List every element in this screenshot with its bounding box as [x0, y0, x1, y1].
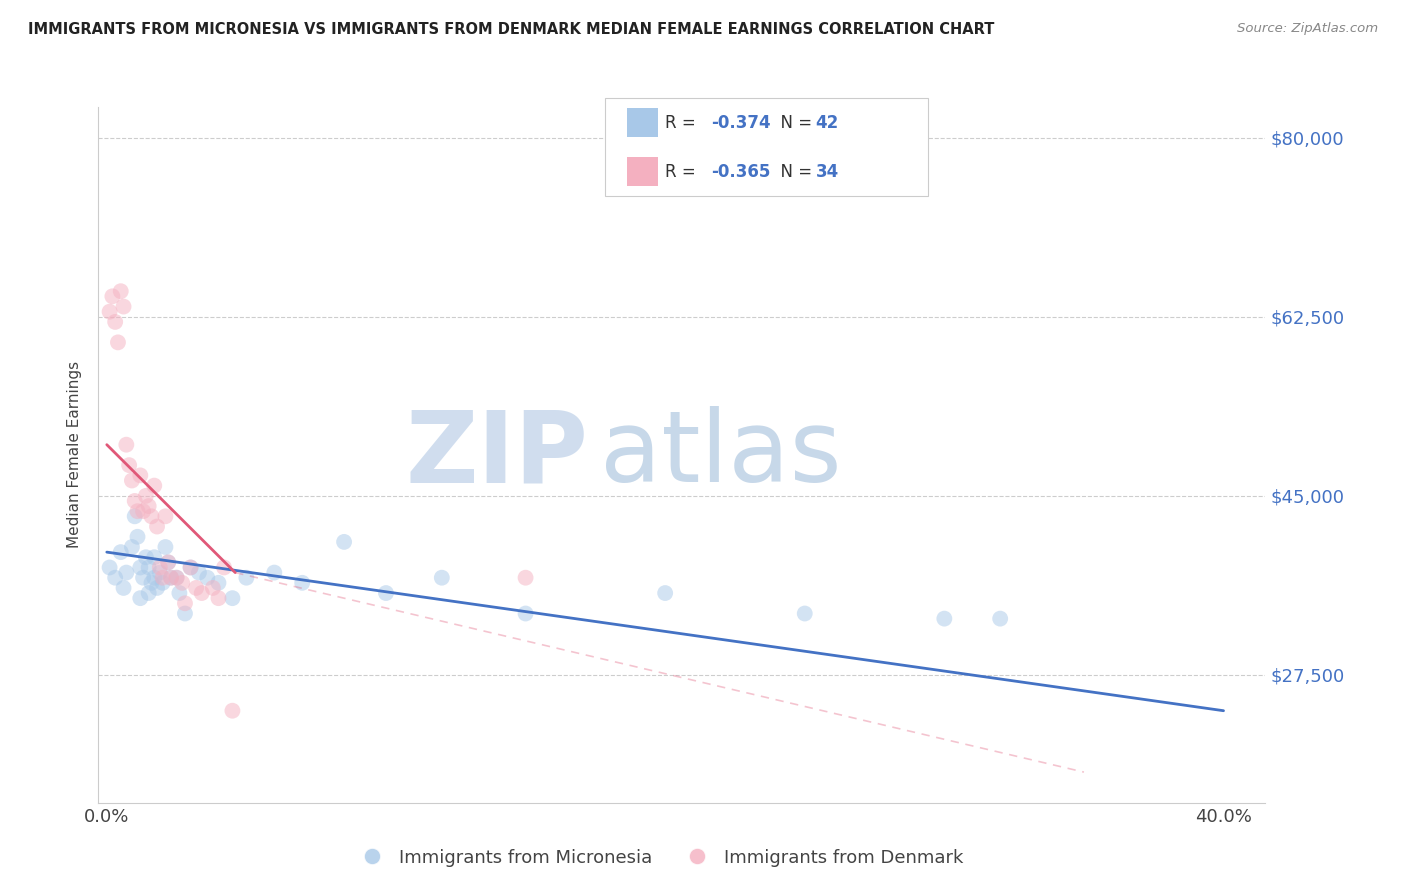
Point	[149, 560, 172, 574]
Text: R =: R =	[665, 162, 702, 181]
Point	[121, 474, 143, 488]
Text: N =: N =	[770, 113, 818, 132]
Text: -0.365: -0.365	[711, 162, 770, 181]
Point	[124, 494, 146, 508]
Point	[166, 571, 188, 585]
Point	[124, 509, 146, 524]
Point	[157, 555, 180, 569]
Text: ZIP: ZIP	[406, 407, 589, 503]
Point	[115, 566, 138, 580]
Text: -0.374: -0.374	[711, 113, 770, 132]
Point	[138, 499, 160, 513]
Point	[172, 575, 194, 590]
Point	[793, 607, 815, 621]
Point	[155, 540, 177, 554]
Point	[132, 571, 155, 585]
Point	[184, 581, 207, 595]
Point	[195, 571, 218, 585]
Text: IMMIGRANTS FROM MICRONESIA VS IMMIGRANTS FROM DENMARK MEDIAN FEMALE EARNINGS COR: IMMIGRANTS FROM MICRONESIA VS IMMIGRANTS…	[28, 22, 994, 37]
Point	[143, 550, 166, 565]
Point	[135, 489, 157, 503]
Point	[235, 571, 257, 585]
Point	[143, 478, 166, 492]
Point	[187, 566, 209, 580]
Point	[333, 534, 356, 549]
Text: Source: ZipAtlas.com: Source: ZipAtlas.com	[1237, 22, 1378, 36]
Point	[132, 504, 155, 518]
Point	[129, 591, 152, 606]
Point	[180, 560, 202, 574]
Point	[988, 612, 1011, 626]
Point	[515, 607, 537, 621]
Point	[129, 560, 152, 574]
Point	[515, 571, 537, 585]
Point	[263, 566, 285, 580]
Point	[155, 509, 177, 524]
Point	[143, 571, 166, 585]
Point	[207, 591, 229, 606]
Text: atlas: atlas	[600, 407, 842, 503]
Point	[430, 571, 453, 585]
Point	[160, 571, 183, 585]
Point	[98, 304, 121, 318]
Point	[654, 586, 676, 600]
Point	[110, 545, 132, 559]
Point	[152, 575, 174, 590]
Point	[207, 575, 229, 590]
Text: N =: N =	[770, 162, 818, 181]
Point	[291, 575, 314, 590]
Point	[180, 560, 202, 574]
Point	[112, 581, 135, 595]
Point	[104, 571, 127, 585]
Point	[138, 586, 160, 600]
Point	[118, 458, 141, 472]
Point	[146, 581, 169, 595]
Point	[104, 315, 127, 329]
Point	[174, 607, 197, 621]
Point	[115, 438, 138, 452]
Point	[174, 596, 197, 610]
Point	[129, 468, 152, 483]
Point	[166, 571, 188, 585]
Point	[160, 571, 183, 585]
Text: 42: 42	[815, 113, 839, 132]
Point	[121, 540, 143, 554]
Point	[107, 335, 129, 350]
Point	[212, 560, 235, 574]
Point	[149, 566, 172, 580]
Point	[98, 560, 121, 574]
Point	[152, 571, 174, 585]
Point	[141, 509, 163, 524]
Text: R =: R =	[665, 113, 702, 132]
Legend: Immigrants from Micronesia, Immigrants from Denmark: Immigrants from Micronesia, Immigrants f…	[346, 841, 970, 874]
Point	[221, 704, 243, 718]
Point	[201, 581, 224, 595]
Point	[101, 289, 124, 303]
Point	[146, 519, 169, 533]
Y-axis label: Median Female Earnings: Median Female Earnings	[67, 361, 83, 549]
Point	[190, 586, 212, 600]
Point	[135, 550, 157, 565]
Point	[375, 586, 398, 600]
Point	[112, 300, 135, 314]
Point	[157, 555, 180, 569]
Point	[934, 612, 956, 626]
Point	[127, 504, 149, 518]
Point	[127, 530, 149, 544]
Text: 34: 34	[815, 162, 839, 181]
Point	[110, 284, 132, 298]
Point	[141, 575, 163, 590]
Point	[169, 586, 191, 600]
Point	[221, 591, 243, 606]
Point	[138, 560, 160, 574]
